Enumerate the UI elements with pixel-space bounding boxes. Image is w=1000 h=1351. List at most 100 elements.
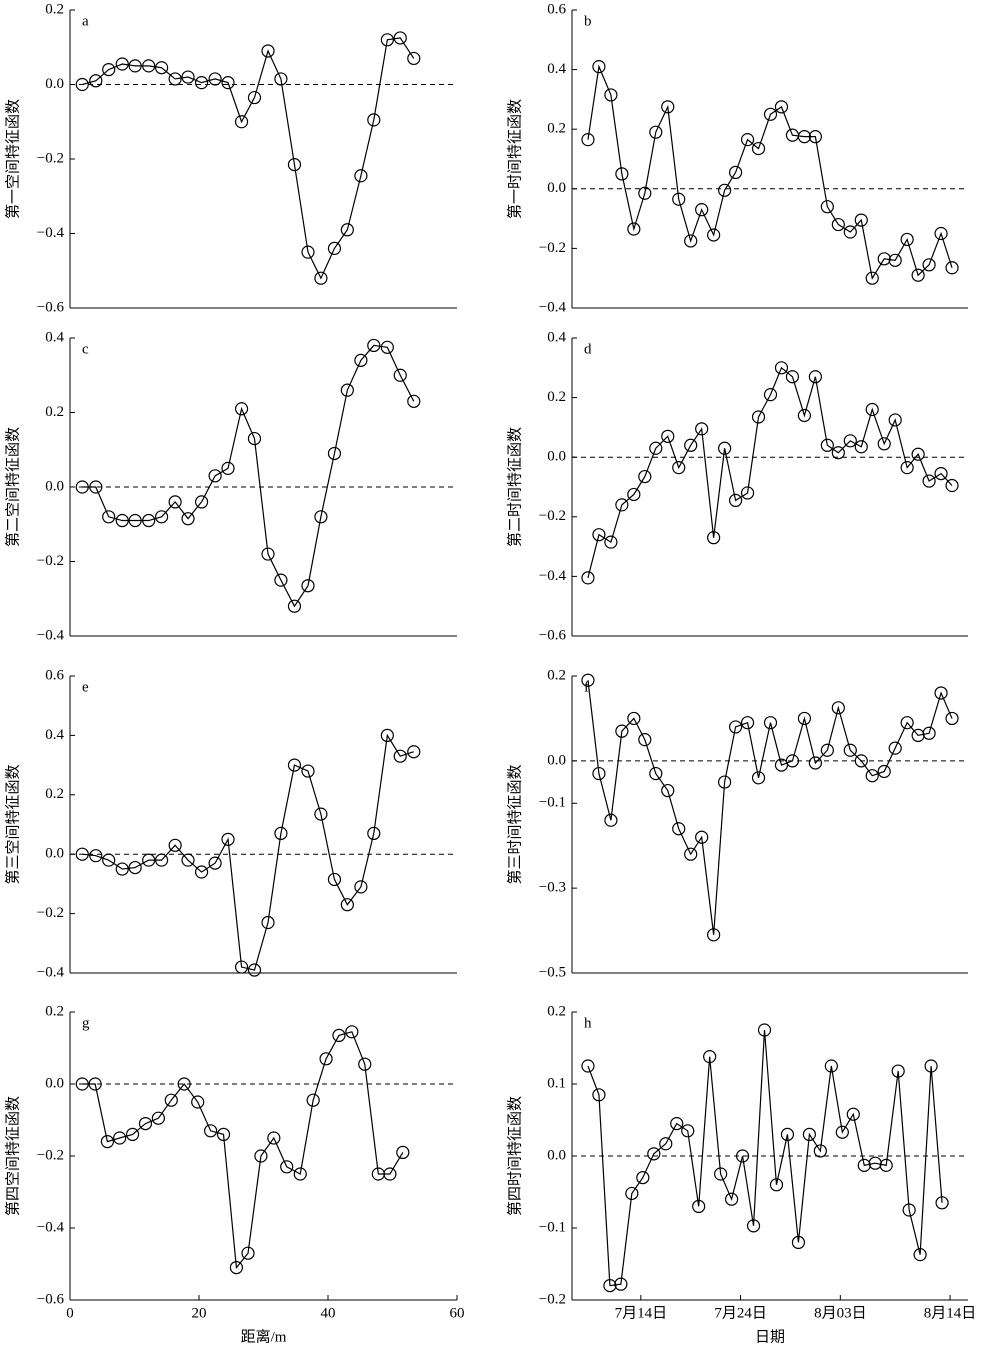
point [638,733,652,747]
point [615,724,629,738]
point [581,133,595,147]
point [638,186,652,200]
point [945,711,959,726]
point [274,573,288,587]
y-tick-label: 0.0 [547,180,566,196]
point [208,469,222,483]
point [125,1127,140,1142]
point [247,431,262,446]
point [314,807,328,821]
point [221,76,235,90]
y-tick-label: −0.4 [37,964,65,980]
point [661,783,675,798]
point [261,44,275,58]
point [854,754,868,768]
y-tick-label: −0.6 [539,627,567,643]
point [718,183,732,197]
point [879,1158,893,1172]
panel-label: e [82,679,89,695]
x-axis-label: 日期 [755,1328,785,1345]
point [581,1059,595,1073]
x-tick-label: 40 [321,1305,336,1321]
point [808,370,822,384]
point [89,74,103,88]
y-tick-label: −0.4 [37,1219,65,1235]
point [843,743,857,757]
point [113,1131,127,1145]
point [75,1077,89,1091]
point [287,758,302,772]
y-tick-label: 0.2 [547,389,566,405]
point [274,826,288,841]
point [115,513,129,528]
point [393,31,407,45]
y-tick-label: −0.2 [539,240,566,256]
x-tick-label: 20 [192,1305,207,1321]
point [128,860,142,875]
point [100,1134,115,1149]
y-tick-label: 0.6 [547,1,566,17]
y-axis-label: 第三时间特征函数 [505,764,523,884]
x-tick-label: 7月14日 [615,1305,668,1321]
x-tick-label: 60 [450,1305,465,1321]
point [604,88,618,102]
point [267,1131,281,1145]
series-line [82,1031,404,1270]
point [407,745,421,759]
point [627,222,641,236]
y-tick-label: 0.0 [45,76,64,92]
y-tick-label: −0.2 [37,553,64,569]
point [911,447,925,461]
point [718,441,732,455]
series-line [82,37,415,280]
point [208,72,222,86]
point [846,1107,860,1121]
point [604,813,618,827]
y-tick-label: 0.2 [45,404,64,420]
point [340,383,354,397]
point [831,217,845,232]
point [780,1127,795,1142]
point [757,1023,772,1037]
point [208,856,222,870]
point [854,440,868,454]
y-tick-label: −0.2 [539,1291,566,1307]
y-tick-label: 0.0 [45,478,64,494]
point [75,77,89,92]
y-tick-label: −0.2 [37,150,64,166]
point [902,1203,916,1217]
point [707,928,721,942]
y-axis-label: 第一空间特征函数 [3,99,21,219]
point [824,1059,838,1073]
point [234,115,249,129]
point [380,728,394,743]
point [649,125,663,139]
point [254,1149,268,1163]
y-tick-label: 0.2 [547,1003,566,1019]
y-axis-label: 第四时间特征函数 [505,1096,523,1216]
point [820,438,834,452]
y-tick-label: 0.0 [547,752,566,768]
point [891,1064,905,1078]
point [115,57,129,71]
point [314,510,328,524]
y-axis-label: 第三空间特征函数 [3,764,21,884]
point [247,90,262,105]
point [888,253,902,267]
point [888,741,902,755]
point [797,408,812,423]
y-tick-label: −0.1 [539,795,566,811]
point [692,1199,706,1214]
y-tick-label: 0.1 [547,1075,566,1091]
panel-label: g [82,1015,90,1031]
point [684,234,698,248]
point [746,1219,761,1233]
point [274,72,288,86]
point [592,766,606,781]
panel-label: c [82,341,89,357]
point [661,429,675,443]
point [813,1144,827,1158]
point [345,1025,359,1039]
y-axis-label: 第四空间特征函数 [3,1096,21,1216]
point [216,1127,231,1142]
